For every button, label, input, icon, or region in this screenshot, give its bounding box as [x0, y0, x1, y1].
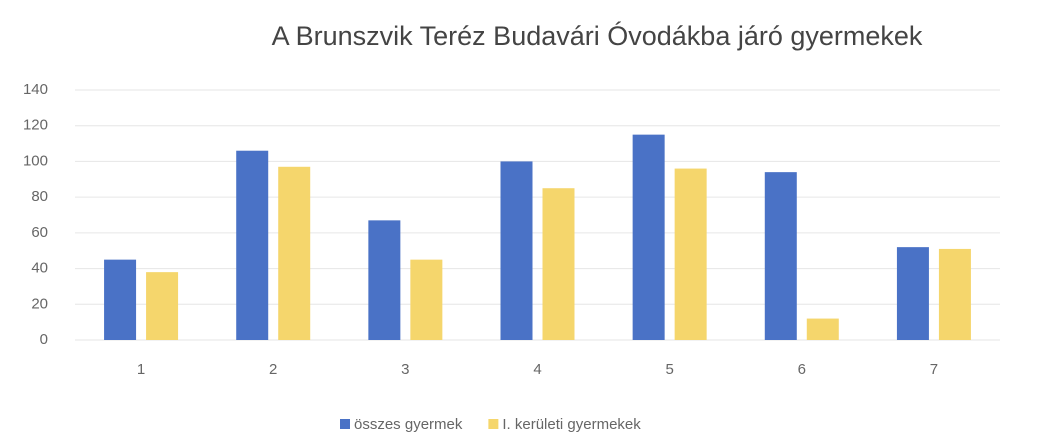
y-tick-label: 60 — [31, 224, 48, 241]
y-tick-label: 20 — [31, 295, 48, 312]
bar — [104, 259, 137, 340]
x-tick-label: 6 — [798, 361, 806, 378]
bar — [938, 248, 971, 340]
y-tick-label: 0 — [40, 331, 48, 348]
bar — [542, 188, 575, 340]
y-tick-label: 140 — [23, 81, 48, 98]
bar — [674, 168, 707, 340]
bar — [410, 259, 443, 340]
x-tick-label: 2 — [269, 361, 277, 378]
legend-swatch — [340, 419, 350, 429]
x-tick-label: 3 — [401, 361, 409, 378]
bar — [806, 318, 839, 340]
bar — [896, 247, 929, 340]
bar — [368, 220, 401, 340]
legend-swatch — [488, 419, 499, 429]
x-tick-label: 4 — [533, 361, 541, 378]
legend-label: összes gyermek — [354, 416, 463, 433]
bar — [500, 161, 533, 340]
bar — [764, 172, 797, 340]
legend-label: I. kerületi gyermekek — [502, 416, 641, 433]
bar — [236, 150, 269, 340]
x-tick-label: 7 — [930, 361, 938, 378]
y-tick-label: 100 — [23, 152, 48, 169]
bar — [146, 272, 179, 340]
bar — [632, 134, 665, 340]
y-tick-label: 40 — [31, 260, 48, 277]
x-tick-label: 5 — [665, 361, 673, 378]
bar — [278, 166, 311, 340]
x-tick-label: 1 — [137, 361, 145, 378]
chart-title: A Brunszvik Teréz Budavári Óvodákba járó… — [272, 20, 923, 51]
y-tick-label: 80 — [31, 188, 48, 205]
y-tick-label: 120 — [23, 117, 48, 134]
